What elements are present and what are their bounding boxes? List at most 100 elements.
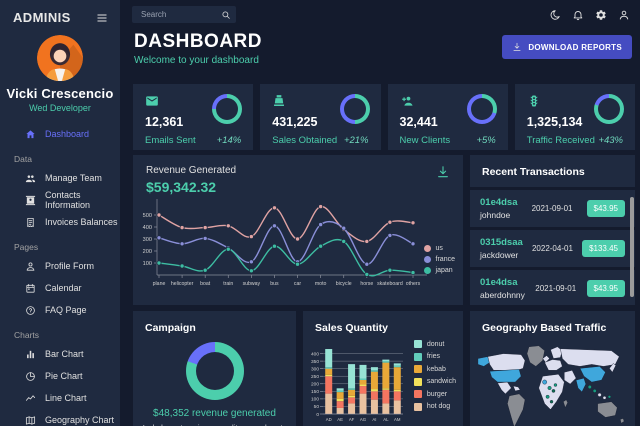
svg-text:train: train: [223, 281, 233, 287]
stat-label: Sales Obtained: [272, 135, 338, 146]
sales-quantity-card: Sales Quantity 0 50 100 150 200 250 300 350 400 A…: [303, 311, 463, 426]
stat-card-sales-obtained: 431,225 Sales Obtained +21%: [260, 84, 381, 150]
sidebar-item-contacts-information[interactable]: Contacts Information: [0, 189, 120, 211]
person-add-icon: [400, 94, 496, 108]
svg-text:350: 350: [311, 359, 319, 365]
svg-text:others: others: [406, 281, 421, 287]
transactions-scrollbar[interactable]: [630, 197, 634, 297]
notifications-icon[interactable]: [572, 9, 584, 21]
menu-icon[interactable]: [96, 12, 108, 24]
people-icon: [25, 173, 36, 184]
transaction-id: 0315dsaa: [480, 237, 523, 248]
brand-logo: ADMINIS: [13, 10, 71, 25]
bar-chart-icon: [25, 349, 36, 360]
svg-text:400: 400: [143, 225, 152, 231]
sidebar-item-dashboard[interactable]: Dashboard: [0, 123, 120, 145]
legend-item-burger: burger: [413, 390, 456, 398]
nav-section-charts: Charts: [14, 330, 40, 340]
legend-item-japan: japan: [423, 267, 455, 274]
sidebar-item-line-chart[interactable]: Line Chart: [0, 387, 120, 409]
email-icon: [145, 94, 241, 108]
sidebar-item-bar-chart[interactable]: Bar Chart: [0, 343, 120, 365]
legend-item-us: us: [423, 245, 455, 252]
nav-section-pages: Pages: [14, 242, 39, 252]
svg-text:400: 400: [311, 351, 319, 357]
stat-delta: +43%: [598, 135, 623, 146]
map-icon: [25, 415, 36, 426]
stat-label: Traffic Received: [526, 135, 595, 146]
transaction-amount-badge: $133.45: [582, 240, 625, 257]
sidebar: ADMINIS Vicki Crescencio Wed Developer D…: [0, 0, 120, 426]
topbar: [120, 0, 640, 23]
svg-text:AG: AG: [360, 417, 367, 422]
transaction-user: johndoe: [480, 210, 511, 220]
legend-item-fries: fries: [413, 352, 456, 361]
svg-text:200: 200: [143, 249, 152, 255]
svg-text:AL: AL: [383, 417, 389, 422]
download-reports-button[interactable]: DOWNLOAD REPORTS: [502, 35, 632, 59]
svg-text:skateboard: skateboard: [377, 281, 403, 287]
revenue-amount: $59,342.32: [146, 179, 217, 195]
svg-text:500: 500: [143, 213, 152, 219]
progress-ring: [339, 94, 370, 124]
contacts-icon: [25, 195, 36, 206]
sidebar-item-calendar[interactable]: Calendar: [0, 277, 120, 299]
geography-title: Geography Based Traffic: [482, 322, 607, 334]
recent-transactions-card: Recent Transactions 01e4dsa johndoe 2021-0…: [470, 155, 635, 305]
progress-ring: [212, 94, 243, 124]
stat-label: Emails Sent: [145, 135, 196, 146]
line-chart-legend: us france japan: [423, 245, 455, 274]
sidebar-item-manage-team[interactable]: Manage Team: [0, 167, 120, 189]
home-icon: [25, 129, 36, 140]
sidebar-item-pie-chart[interactable]: Pie Chart: [0, 365, 120, 387]
transaction-date: 2022-04-01: [531, 244, 573, 253]
legend-item-sandwich: sandwich: [413, 377, 456, 386]
svg-text:150: 150: [311, 389, 319, 395]
svg-text:plane: plane: [153, 281, 166, 287]
stat-card-emails-sent: 12,361 Emails Sent +14%: [133, 84, 254, 150]
svg-text:car: car: [294, 281, 301, 287]
transaction-amount-badge: $43.95: [586, 200, 625, 217]
settings-icon[interactable]: [595, 9, 607, 21]
dark-mode-icon[interactable]: [549, 9, 561, 21]
progress-ring: [466, 94, 497, 124]
sidebar-item-geography-chart[interactable]: Geography Chart: [0, 409, 120, 426]
svg-text:bus: bus: [270, 281, 279, 287]
sidebar-item-profile-form[interactable]: Profile Form: [0, 255, 120, 277]
svg-text:subway: subway: [243, 281, 261, 287]
search-icon[interactable]: [221, 10, 231, 20]
sales-title: Sales Quantity: [315, 322, 388, 334]
transaction-user: jackdower: [480, 250, 519, 260]
search-box[interactable]: [132, 6, 236, 23]
sidebar-item-label: Manage Team: [45, 173, 102, 183]
page-title: DASHBOARD: [134, 31, 262, 52]
svg-text:AD: AD: [326, 417, 332, 422]
transactions-list: 01e4dsa johndoe 2021-09-01 $43.95 0315dsaa ja…: [470, 190, 635, 305]
progress-ring: [594, 94, 624, 124]
search-input[interactable]: [139, 9, 211, 20]
campaign-title: Campaign: [145, 322, 196, 334]
download-chart-icon[interactable]: [436, 165, 450, 179]
sidebar-item-invoices-balances[interactable]: Invoices Balances: [0, 211, 120, 233]
calendar-icon: [25, 283, 36, 294]
svg-text:AE: AE: [337, 417, 343, 422]
sidebar-item-label: Dashboard: [45, 129, 90, 139]
svg-text:100: 100: [311, 397, 319, 403]
sidebar-item-faq-page[interactable]: FAQ Page: [0, 299, 120, 321]
sidebar-nav: Dashboard Data Manage Team Contacts Informa…: [0, 123, 120, 426]
page-subtitle: Welcome to your dashboard: [134, 55, 259, 66]
transaction-user: aberdohnny: [480, 290, 525, 300]
sidebar-item-label: Geography Chart: [45, 415, 115, 425]
avatar[interactable]: [37, 35, 83, 81]
person-icon: [25, 261, 36, 272]
nav-section-data: Data: [14, 154, 32, 164]
stat-delta: +5%: [476, 135, 496, 146]
legend-item-france: france: [423, 256, 455, 263]
download-icon: [512, 42, 522, 52]
line-chart-icon: [25, 393, 36, 404]
profile-icon[interactable]: [618, 9, 630, 21]
svg-text:helicopter: helicopter: [171, 281, 194, 287]
stat-value: 431,225: [272, 115, 318, 129]
svg-text:50: 50: [314, 404, 320, 410]
